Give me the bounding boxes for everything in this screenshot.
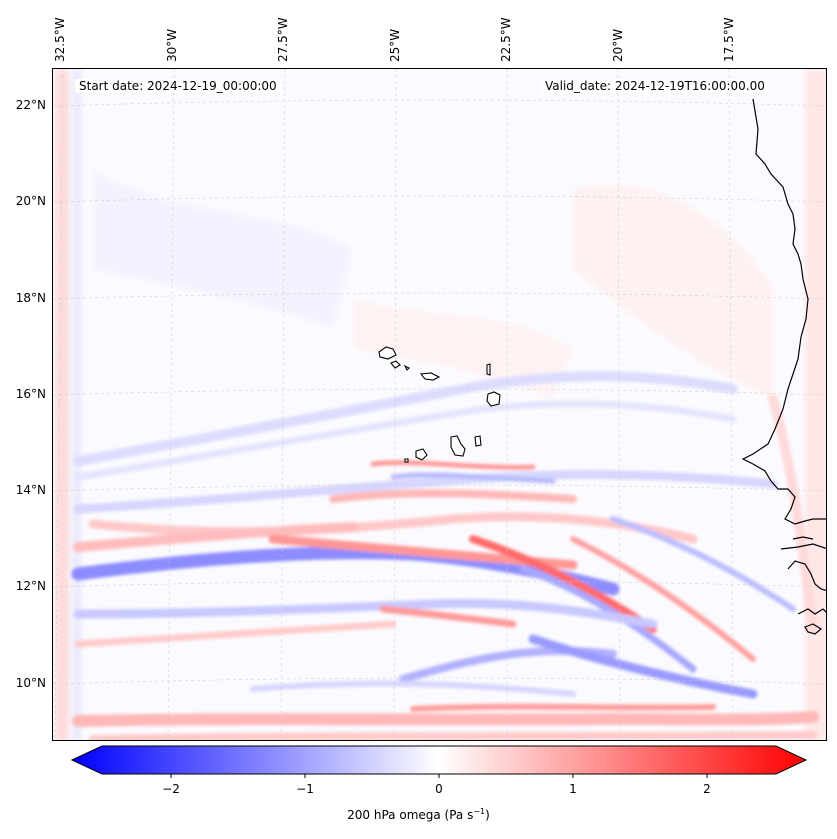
lon-label-30w: 30°W <box>165 28 179 62</box>
omega-map <box>52 68 827 741</box>
lon-label-32-5w: 32.5°W <box>53 17 67 62</box>
island-sao-vicente <box>390 360 401 369</box>
island-fogo <box>415 448 428 461</box>
lon-label-22-5w: 22.5°W <box>499 17 513 62</box>
omega-field <box>53 69 826 740</box>
colorbar-tick-neg1: −1 <box>296 782 314 796</box>
lat-label-18n: 18°N <box>15 291 46 305</box>
colorbar-tick-0: 0 <box>435 782 443 796</box>
island-maio <box>474 435 482 447</box>
lon-label-25w: 25°W <box>388 28 402 62</box>
colorbar-label-end: ) <box>485 808 490 822</box>
lon-label-27-5w: 27.5°W <box>276 17 290 62</box>
lon-label-17-5w: 17.5°W <box>722 17 736 62</box>
lat-label-12n: 12°N <box>15 579 46 593</box>
colorbar-tick-1: 1 <box>569 782 577 796</box>
colorbar-tick-neg2: −2 <box>162 782 180 796</box>
island-boa-vista <box>486 391 501 407</box>
lat-label-22n: 22°N <box>15 98 46 112</box>
valid-date-label: Valid_date: 2024-12-19T16:00:00.00 <box>541 79 769 93</box>
lat-label-14n: 14°N <box>15 483 46 497</box>
colorbar-label-main: 200 hPa omega (Pa s <box>347 808 474 822</box>
lat-label-10n: 10°N <box>15 676 46 690</box>
start-date-label: Start date: 2024-12-19_00:00:00 <box>75 79 281 93</box>
colorbar-label-exponent: −1 <box>473 807 486 816</box>
colorbar-label: 200 hPa omega (Pa s−1) <box>0 807 837 822</box>
lat-label-16n: 16°N <box>15 387 46 401</box>
island-santiago <box>450 435 466 457</box>
lat-label-20n: 20°N <box>15 194 46 208</box>
island-sal <box>486 363 491 376</box>
island-brava <box>404 458 409 463</box>
colorbar-bar <box>70 745 808 775</box>
island-sao-nicolau <box>419 372 441 381</box>
island-santa-luzia <box>403 364 410 371</box>
lon-label-20w: 20°W <box>611 28 625 62</box>
island-santo-antao <box>378 346 397 360</box>
africa-coastline <box>741 98 826 525</box>
colorbar-tick-2: 2 <box>703 782 711 796</box>
